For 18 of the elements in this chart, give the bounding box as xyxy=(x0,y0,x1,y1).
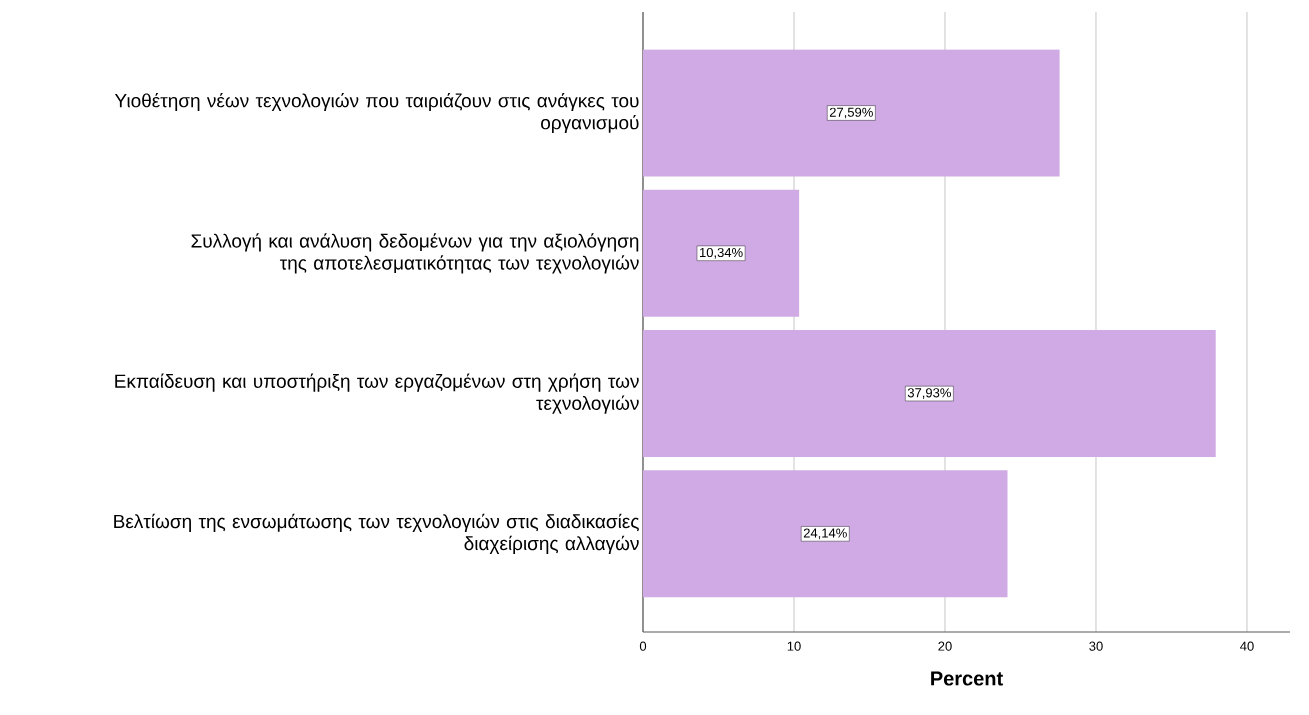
x-tick-label: 10 xyxy=(787,641,801,651)
y-tick-label: Εκπαίδευση και υποστήριξη των εργαζομένων στη χρήση των τεχνολογιών xyxy=(115,373,639,414)
x-tick-label: 0 xyxy=(639,641,647,651)
x-tick-label: 20 xyxy=(938,641,952,651)
data-label: 37,93% xyxy=(907,388,951,399)
data-label: 27,59% xyxy=(829,107,873,119)
bar xyxy=(643,49,1060,177)
y-tick-label: Συλλογή και ανάλυση δεδομένων για την αξιολόγηση της αποτελεσματικότητας των τεχνολογιών xyxy=(191,233,639,274)
x-axis-title: Percent xyxy=(931,671,1003,686)
bar xyxy=(643,189,800,317)
data-label: 10,34% xyxy=(700,247,743,259)
bar xyxy=(643,330,1216,458)
x-tick-label: 30 xyxy=(1089,641,1103,651)
y-tick-label: Υιοθέτηση νέων τεχνολογιών που ταιριάζουν στις ανάγκες του οργανισμού xyxy=(114,92,639,134)
bar xyxy=(643,470,1008,598)
x-tick-label: 40 xyxy=(1240,641,1254,651)
y-tick-label: Βελτίωση της ενσωμάτωσης των τεχνολογιών στις διαδικασίες διαχείρισης αλλαγών xyxy=(114,513,639,554)
data-label: 24,14% xyxy=(803,528,847,540)
